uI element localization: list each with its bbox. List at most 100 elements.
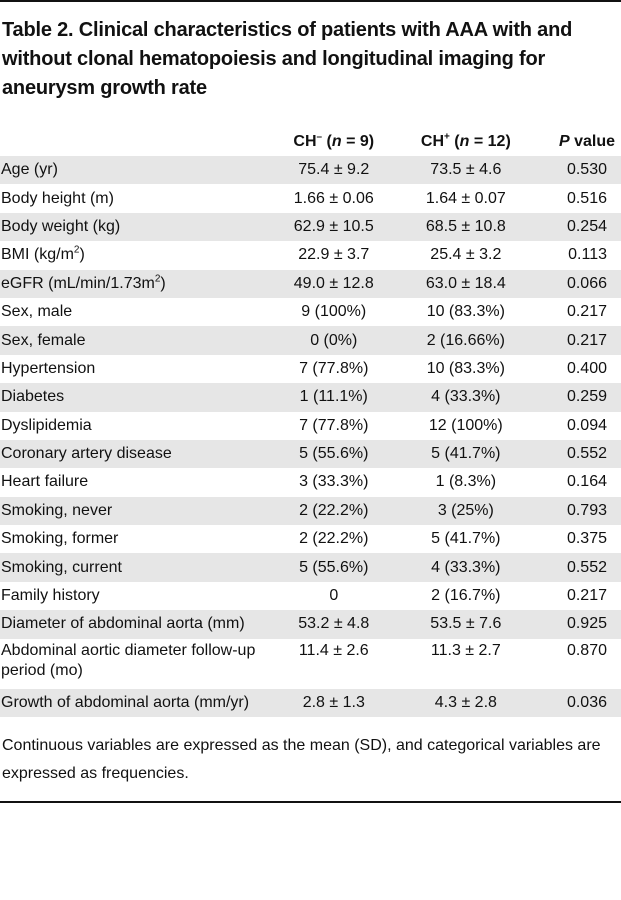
table-row: Hypertension 7 (77.8%) 10 (83.3%) 0.400 xyxy=(0,355,621,383)
p-value: 0.870 xyxy=(566,641,607,659)
header-row: CH– (n = 9) CH+ (n = 12) P value xyxy=(0,128,621,156)
table-row: Body height (m) 1.66 ± 0.06 1.64 ± 0.07 … xyxy=(0,184,621,212)
table-row: Body weight (kg) 62.9 ± 10.5 68.5 ± 10.8… xyxy=(0,212,621,242)
characteristics-table: CH– (n = 9) CH+ (n = 12) P value Age (yr… xyxy=(0,128,621,718)
top-rule xyxy=(0,0,621,2)
row-label: Body height (m) xyxy=(1,189,114,207)
p-value: 0.217 xyxy=(566,303,607,321)
bottom-rule xyxy=(0,801,621,803)
ch-plus-value: 1 (8.3%) xyxy=(435,473,497,491)
row-label: BMI (kg/m2) xyxy=(1,245,85,264)
ch-minus-value: 53.2 ± 4.8 xyxy=(267,610,400,639)
p-value: 0.400 xyxy=(566,359,607,377)
ch-minus-value: 7 (77.8%) xyxy=(299,359,369,377)
header-ch-minus: CH– (n = 9) xyxy=(293,131,375,150)
row-label: Growth of abdominal aorta (mm/yr) xyxy=(0,688,268,718)
table-row: Family history 0 2 (16.7%) 0.217 xyxy=(0,582,621,610)
p-value: 0.164 xyxy=(566,473,607,491)
table-row: Smoking, never 2 (22.2%) 3 (25%) 0.793 xyxy=(0,496,621,526)
p-value: 0.217 xyxy=(566,587,607,605)
ch-plus-value: 63.0 ± 18.4 xyxy=(399,269,532,298)
ch-minus-value: 22.9 ± 3.7 xyxy=(298,246,370,264)
row-label: Hypertension xyxy=(1,359,96,377)
row-label: Heart failure xyxy=(1,473,89,491)
header-label-cell xyxy=(0,128,268,156)
p-value: 0.094 xyxy=(566,416,607,434)
ch-minus-value: 2 (22.2%) xyxy=(299,530,369,548)
p-value: 0.552 xyxy=(531,439,621,469)
ch-minus-value: 9 (100%) xyxy=(301,303,367,321)
row-label: Abdominal aortic diameter follow-up peri… xyxy=(1,641,256,679)
ch-plus-value: 10 (83.3%) xyxy=(426,359,505,377)
ch-plus-value: 11.3 ± 2.7 xyxy=(430,641,501,659)
ch-minus-value: 5 (55.6%) xyxy=(267,553,400,582)
ch-plus-value: 2 (16.7%) xyxy=(431,587,501,605)
ch-minus-value: 49.0 ± 12.8 xyxy=(267,269,400,298)
ch-minus-value: 62.9 ± 10.5 xyxy=(267,212,400,242)
table-row: Growth of abdominal aorta (mm/yr) 2.8 ± … xyxy=(0,688,621,718)
table-row: Sex, female 0 (0%) 2 (16.66%) 0.217 xyxy=(0,326,621,355)
p-value: 0.259 xyxy=(531,383,621,412)
ch-plus-value: 1.64 ± 0.07 xyxy=(425,189,506,207)
ch-plus-value: 12 (100%) xyxy=(428,416,503,434)
row-label: Sex, male xyxy=(1,303,73,321)
ch-minus-value: 0 (0%) xyxy=(267,326,400,355)
ch-minus-value: 5 (55.6%) xyxy=(267,439,400,469)
header-ch-plus: CH+ (n = 12) xyxy=(420,131,511,150)
p-value: 0.552 xyxy=(531,553,621,582)
ch-plus-value: 2 (16.66%) xyxy=(399,326,532,355)
ch-plus-value: 4.3 ± 2.8 xyxy=(399,688,532,718)
table-row: Smoking, former 2 (22.2%) 5 (41.7%) 0.37… xyxy=(0,525,621,553)
ch-minus-value: 3 (33.3%) xyxy=(299,473,369,491)
table-title: Table 2. Clinical characteristics of pat… xyxy=(2,19,573,99)
table-row: Coronary artery disease 5 (55.6%) 5 (41.… xyxy=(0,439,621,469)
p-value: 0.113 xyxy=(568,246,607,264)
table-row: Abdominal aortic diameter follow-up peri… xyxy=(0,639,621,689)
row-label: Age (yr) xyxy=(0,156,268,185)
table-row: Sex, male 9 (100%) 10 (83.3%) 0.217 xyxy=(0,298,621,326)
p-value: 0.530 xyxy=(531,156,621,185)
ch-minus-value: 2.8 ± 1.3 xyxy=(267,688,400,718)
table-row: Dyslipidemia 7 (77.8%) 12 (100%) 0.094 xyxy=(0,412,621,440)
p-value: 0.066 xyxy=(531,269,621,298)
table-footnote: Continuous variables are expressed as th… xyxy=(2,737,601,782)
p-value: 0.375 xyxy=(566,530,607,548)
table-row: Age (yr) 75.4 ± 9.2 73.5 ± 4.6 0.530 xyxy=(0,156,621,185)
row-label: Smoking, former xyxy=(1,530,119,548)
row-label: Smoking, never xyxy=(0,496,268,526)
ch-minus-value: 1 (11.1%) xyxy=(267,383,400,412)
ch-minus-value: 1.66 ± 0.06 xyxy=(293,189,374,207)
ch-minus-value: 7 (77.8%) xyxy=(299,416,369,434)
row-label: Coronary artery disease xyxy=(0,439,268,469)
table-row: Diameter of abdominal aorta (mm) 53.2 ± … xyxy=(0,610,621,639)
p-value: 0.793 xyxy=(531,496,621,526)
ch-plus-value: 5 (41.7%) xyxy=(431,530,501,548)
ch-plus-value: 4 (33.3%) xyxy=(399,383,532,412)
ch-plus-value: 68.5 ± 10.8 xyxy=(399,212,532,242)
ch-minus-value: 2 (22.2%) xyxy=(267,496,400,526)
row-label: Diabetes xyxy=(0,383,268,412)
table-row: Heart failure 3 (33.3%) 1 (8.3%) 0.164 xyxy=(0,468,621,496)
ch-plus-value: 73.5 ± 4.6 xyxy=(399,156,532,185)
row-label: eGFR (mL/min/1.73m2) xyxy=(0,269,268,298)
ch-minus-value: 0 xyxy=(329,587,339,605)
table-row: Diabetes 1 (11.1%) 4 (33.3%) 0.259 xyxy=(0,383,621,412)
ch-plus-value: 10 (83.3%) xyxy=(426,303,505,321)
ch-plus-value: 53.5 ± 7.6 xyxy=(399,610,532,639)
row-label: Family history xyxy=(1,587,100,605)
p-value: 0.925 xyxy=(531,610,621,639)
ch-minus-value: 11.4 ± 2.6 xyxy=(298,641,369,659)
ch-plus-value: 25.4 ± 3.2 xyxy=(430,246,502,264)
p-value: 0.516 xyxy=(566,189,607,207)
table-row: Smoking, current 5 (55.6%) 4 (33.3%) 0.5… xyxy=(0,553,621,582)
p-value: 0.217 xyxy=(531,326,621,355)
row-label: Dyslipidemia xyxy=(1,416,92,434)
table-row: BMI (kg/m2) 22.9 ± 3.7 25.4 ± 3.2 0.113 xyxy=(0,241,621,269)
row-label: Diameter of abdominal aorta (mm) xyxy=(0,610,268,639)
p-value: 0.036 xyxy=(531,688,621,718)
ch-plus-value: 4 (33.3%) xyxy=(399,553,532,582)
p-value: 0.254 xyxy=(531,212,621,242)
row-label: Sex, female xyxy=(0,326,268,355)
ch-plus-value: 5 (41.7%) xyxy=(399,439,532,469)
row-label: Smoking, current xyxy=(0,553,268,582)
